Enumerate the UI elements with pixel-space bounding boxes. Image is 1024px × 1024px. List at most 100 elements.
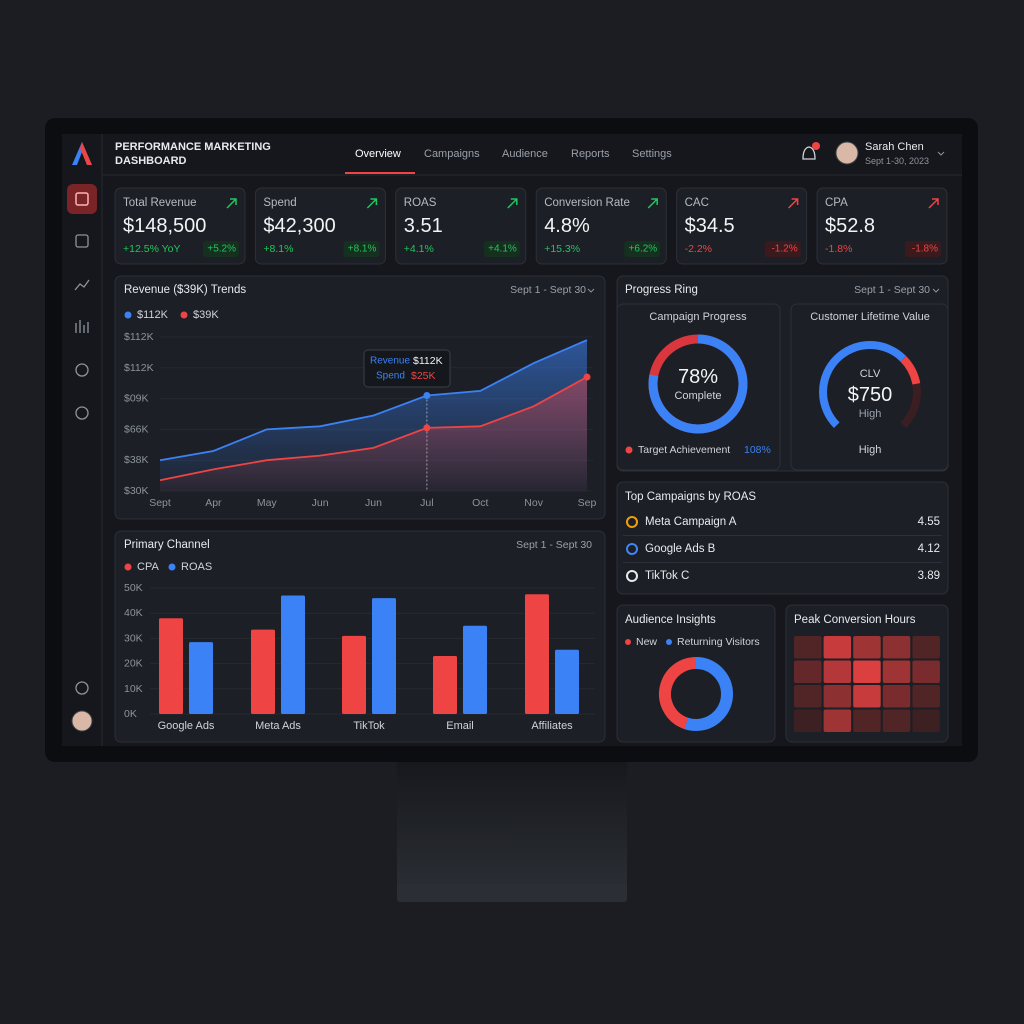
x-tick-label: Apr (205, 497, 222, 509)
card-title: Revenue ($39K) Trends (124, 284, 246, 296)
user-menu-chevron[interactable] (937, 151, 945, 156)
y-tick-label: $66K (124, 423, 149, 435)
dropdown-chevron[interactable] (932, 288, 940, 293)
gauge-footer: High (859, 444, 882, 456)
kpi-pill (483, 241, 520, 257)
tooltip (363, 349, 451, 388)
icon-gear[interactable] (75, 681, 89, 695)
bar (342, 635, 366, 714)
bar (189, 642, 213, 714)
kpi-value: $148,500 (123, 215, 206, 237)
audience-card (616, 604, 776, 743)
point (583, 373, 591, 381)
heatmap-cell-intensity (912, 709, 940, 732)
kpi-change: -2.2% (685, 243, 712, 255)
heatmap-cell-intensity (882, 685, 911, 708)
kpi-change: +12.5% YoY (123, 243, 181, 255)
user-avatar[interactable] (835, 141, 859, 165)
heatmap-cell (912, 685, 940, 708)
kpi-change-secondary: +6.2% (629, 244, 658, 255)
campaign-icon (626, 543, 638, 555)
heatmap-cell-intensity (794, 660, 822, 683)
campaign-name: Meta Campaign A (645, 516, 737, 528)
heatmap-cell (912, 636, 940, 659)
nav-item[interactable]: Audience (502, 148, 548, 160)
card-title: Top Campaigns by ROAS (625, 491, 756, 503)
point (423, 424, 431, 432)
y-tick-label: 10K (124, 683, 143, 695)
heatmap-cell-intensity (853, 709, 881, 732)
kpi-change-secondary: -1.8% (912, 244, 938, 255)
campaign-value: 4.12 (918, 543, 940, 555)
top-campaigns-card (616, 481, 949, 595)
icon-target[interactable] (75, 406, 89, 420)
heatmap-cell-intensity (823, 685, 852, 708)
ring-value: 78% (678, 366, 718, 388)
x-tick-label: Jun (312, 497, 329, 509)
icon-settings[interactable] (75, 363, 89, 377)
point (423, 392, 431, 400)
icon-bars[interactable] (75, 320, 89, 333)
heatmap-cell-intensity (882, 636, 911, 659)
heatmap-cell-intensity (882, 709, 911, 732)
tooltip-value: $112K (413, 355, 443, 367)
y-tick-label: 20K (124, 658, 143, 670)
card-title: Audience Insights (625, 614, 716, 626)
dropdown-chevron[interactable] (587, 288, 595, 293)
legend-label: New (636, 636, 657, 648)
x-tick-label: Google Ads (158, 720, 215, 732)
logo-accent (80, 142, 92, 165)
legend-label: $39K (193, 309, 219, 321)
gauge-label: CLV (860, 368, 881, 380)
kpi-value: $42,300 (263, 215, 335, 237)
x-tick-label: TikTok (353, 720, 385, 732)
icon-calendar[interactable] (75, 234, 89, 248)
app-title: PERFORMANCE MARKETING (115, 141, 271, 153)
heatmap-cell-intensity (912, 685, 940, 708)
card-title: Progress Ring (625, 284, 698, 296)
target-label: Target Achievement (638, 444, 730, 456)
sidebar-avatar[interactable] (71, 710, 93, 732)
x-tick-label: Sep (578, 497, 597, 509)
donut-segment (659, 657, 733, 731)
heatmap-cell (912, 709, 940, 732)
date-range: Sept 1 - Sept 30 (854, 284, 930, 296)
kpi-value: $52.8 (825, 215, 875, 237)
legend-dot (625, 446, 633, 454)
kpi-value: 4.8% (544, 215, 590, 237)
nav-item[interactable]: Settings (632, 148, 672, 160)
kpi-label: CPA (825, 197, 848, 209)
user-period: Sept 1-30, 2023 (865, 156, 929, 166)
kpi-change-secondary: +4.1% (488, 244, 517, 255)
icon-analytics[interactable] (74, 279, 90, 291)
kpi-label: CAC (685, 197, 709, 209)
legend-dot (124, 563, 132, 571)
kpi-pill (905, 241, 941, 257)
panel-title: Customer Lifetime Value (810, 311, 930, 323)
x-tick-label: Nov (524, 497, 543, 509)
sidebar-active[interactable] (67, 184, 97, 214)
area (160, 377, 587, 491)
card-title: Primary Channel (124, 539, 210, 551)
kpi-change-secondary: +5.2% (207, 244, 236, 255)
clv-panel (790, 303, 949, 471)
heatmap-cell-intensity (912, 660, 940, 683)
y-tick-label: 0K (124, 708, 137, 720)
heatmap-cell-intensity (794, 685, 822, 708)
stand (397, 760, 627, 888)
heatmap-cell-intensity (823, 636, 852, 659)
trend-arrow (226, 198, 237, 209)
x-tick-label: Jul (420, 497, 433, 509)
nav-item[interactable]: Campaigns (424, 148, 480, 160)
panel-title: Campaign Progress (649, 311, 747, 323)
nav-item[interactable]: Reports (571, 148, 610, 160)
kpi-pill (764, 241, 801, 257)
user-name: Sarah Chen (865, 141, 924, 153)
nav-item[interactable]: Overview (355, 148, 401, 160)
gauge-value: $750 (848, 384, 893, 406)
bell-icon[interactable] (802, 146, 816, 160)
x-tick-label: Oct (472, 497, 488, 509)
bar (372, 598, 396, 714)
y-tick-label: 50K (124, 582, 143, 594)
x-tick-label: Affiliates (531, 720, 573, 732)
